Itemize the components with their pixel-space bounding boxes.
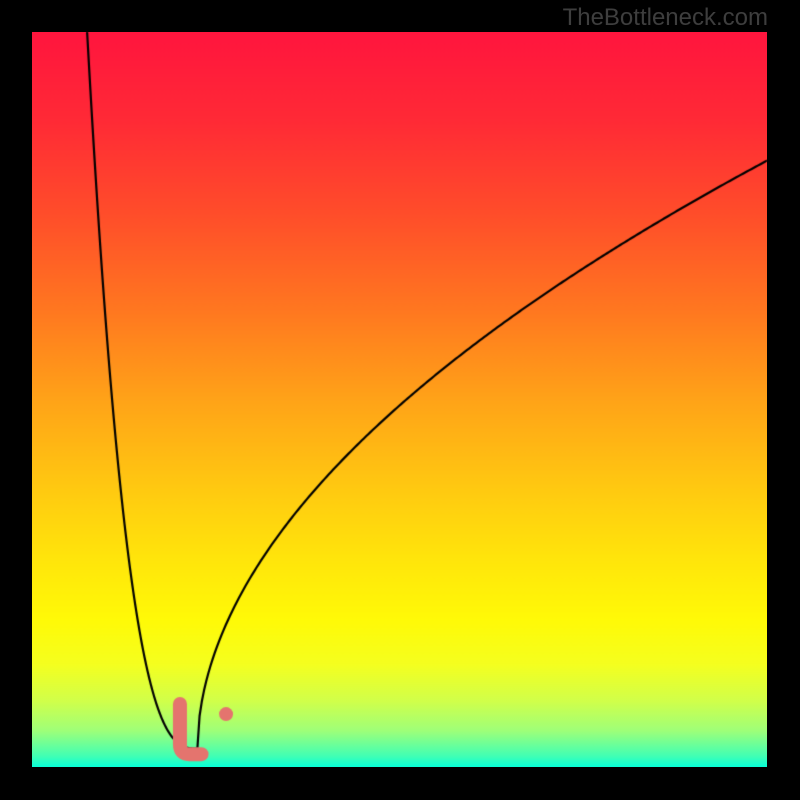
gradient-background: [32, 32, 767, 767]
chart-stage: TheBottleneck.com: [0, 0, 800, 800]
watermark-text: TheBottleneck.com: [563, 4, 768, 32]
